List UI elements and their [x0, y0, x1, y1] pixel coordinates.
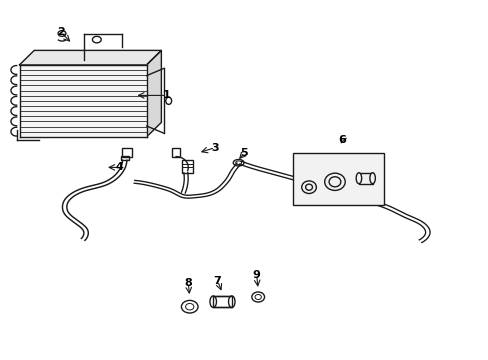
- Ellipse shape: [305, 184, 312, 190]
- Polygon shape: [146, 50, 161, 137]
- Text: 7: 7: [213, 276, 221, 286]
- Text: 8: 8: [184, 278, 192, 288]
- Text: 6: 6: [338, 135, 346, 145]
- Text: 2: 2: [57, 27, 65, 37]
- Bar: [213, 296, 231, 307]
- Text: 5: 5: [240, 148, 248, 158]
- Ellipse shape: [369, 173, 375, 184]
- Text: 4: 4: [116, 162, 123, 172]
- Ellipse shape: [355, 173, 361, 184]
- Text: 3: 3: [211, 143, 219, 153]
- Bar: [172, 148, 180, 157]
- Ellipse shape: [92, 36, 101, 43]
- Bar: [293, 153, 383, 205]
- Polygon shape: [20, 65, 146, 137]
- Text: 1: 1: [162, 90, 170, 100]
- Ellipse shape: [301, 181, 316, 194]
- Ellipse shape: [165, 97, 171, 104]
- Bar: [182, 160, 192, 173]
- Polygon shape: [20, 50, 161, 65]
- Text: 9: 9: [252, 270, 260, 280]
- Bar: [121, 156, 129, 160]
- Ellipse shape: [58, 31, 66, 36]
- Bar: [358, 173, 372, 184]
- Ellipse shape: [324, 173, 345, 190]
- Ellipse shape: [228, 296, 235, 307]
- Bar: [122, 148, 132, 157]
- Ellipse shape: [328, 177, 340, 187]
